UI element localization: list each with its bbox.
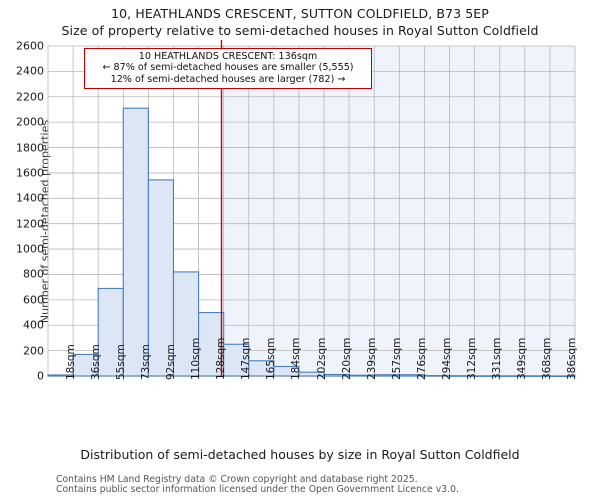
x-axis-tick-label: 368sqm	[541, 337, 554, 380]
x-axis-tick-label: 184sqm	[290, 337, 303, 380]
histogram-bar[interactable]	[198, 311, 225, 377]
x-axis-tick-label: 294sqm	[440, 337, 453, 380]
page-title: 10, HEATHLANDS CRESCENT, SUTTON COLDFIEL…	[111, 6, 489, 21]
x-axis-tick-label: 18sqm	[64, 344, 77, 380]
y-axis-tick-label: 1200	[16, 217, 44, 231]
y-axis-tick-label: 1800	[16, 141, 44, 155]
x-axis-tick-label: 73sqm	[139, 344, 152, 380]
y-axis-tick-label: 600	[23, 293, 44, 307]
x-axis-tick-label: 110sqm	[190, 337, 203, 380]
x-axis-tick-label: 331sqm	[491, 337, 504, 380]
x-axis-tick-label: 202sqm	[315, 337, 328, 380]
histogram-bar[interactable]	[273, 365, 300, 377]
x-axis-tick-label: 257sqm	[390, 337, 403, 380]
y-axis-tick-label: 200	[23, 344, 44, 358]
y-axis-tick-label: 1000	[16, 242, 44, 256]
x-axis-tick-label: 386sqm	[566, 337, 579, 380]
histogram-bar[interactable]	[549, 375, 576, 378]
histogram-bar[interactable]	[97, 287, 124, 377]
y-axis-tick-label: 0	[37, 369, 44, 383]
x-axis-tick-label: 128sqm	[215, 337, 228, 380]
larger-properties-shaded-region	[221, 46, 575, 376]
annotation-line-2: ← 87% of semi-detached houses are smalle…	[102, 62, 354, 74]
footer-line-1: Contains HM Land Registry data © Crown c…	[56, 474, 418, 485]
y-axis-tick-label: 1400	[16, 191, 44, 205]
chart-svg	[47, 40, 576, 378]
page-subtitle: Size of property relative to semi-detach…	[61, 23, 539, 38]
x-axis-tick-label: 220sqm	[340, 337, 353, 380]
y-axis-tick-label: 1600	[16, 166, 44, 180]
y-axis-tick-label: 400	[23, 318, 44, 332]
property-annotation-box: 10 HEATHLANDS CRESCENT: 136sqm ← 87% of s…	[84, 48, 372, 90]
y-axis-tick-label: 2400	[16, 64, 44, 78]
x-axis-tick-label: 312sqm	[466, 337, 479, 380]
y-axis-tick-label: 2200	[16, 90, 44, 104]
histogram-bar[interactable]	[122, 107, 149, 377]
y-axis-tick-label: 2600	[16, 39, 44, 53]
x-axis-tick-label: 147sqm	[240, 337, 253, 380]
x-axis-tick-label: 165sqm	[265, 337, 278, 380]
plot-area	[47, 40, 576, 378]
x-axis-tick-label: 239sqm	[365, 337, 378, 380]
x-axis-label: Distribution of semi-detached houses by …	[80, 447, 520, 462]
annotation-line-1: 10 HEATHLANDS CRESCENT: 136sqm	[138, 51, 318, 62]
annotation-line-3: 12% of semi-detached houses are larger (…	[110, 73, 346, 85]
x-axis-tick-label: 36sqm	[89, 344, 102, 380]
x-axis-tick-label: 276sqm	[415, 337, 428, 380]
histogram-bar[interactable]	[147, 179, 175, 377]
x-axis-tick-label: 55sqm	[114, 344, 127, 380]
histogram-bar[interactable]	[172, 271, 200, 377]
histogram-bar[interactable]	[223, 343, 250, 377]
y-axis-tick-label: 2000	[16, 115, 44, 129]
x-axis-tick-label: 349sqm	[516, 337, 529, 380]
y-axis-tick-label: 800	[23, 267, 44, 281]
footer-line-2: Contains public sector information licen…	[56, 484, 459, 495]
x-axis-tick-label: 92sqm	[164, 344, 177, 380]
